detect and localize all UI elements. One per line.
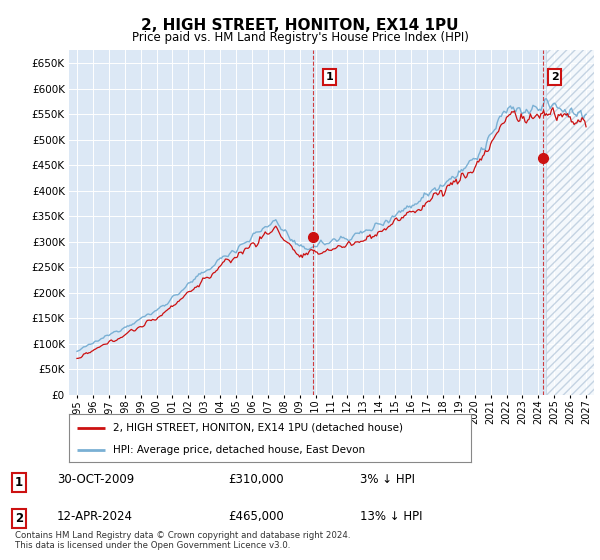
Text: 13% ↓ HPI: 13% ↓ HPI [360,510,422,522]
Text: 3% ↓ HPI: 3% ↓ HPI [360,473,415,486]
Text: 30-OCT-2009: 30-OCT-2009 [57,473,134,486]
Text: 2: 2 [551,72,559,82]
Text: £465,000: £465,000 [228,510,284,522]
Text: 12-APR-2024: 12-APR-2024 [57,510,133,522]
Text: 1: 1 [326,72,334,82]
Text: 2, HIGH STREET, HONITON, EX14 1PU (detached house): 2, HIGH STREET, HONITON, EX14 1PU (detac… [113,423,403,433]
Text: HPI: Average price, detached house, East Devon: HPI: Average price, detached house, East… [113,445,365,455]
Text: £310,000: £310,000 [228,473,284,486]
Text: 2: 2 [15,512,23,525]
Text: 1: 1 [15,476,23,489]
Text: Price paid vs. HM Land Registry's House Price Index (HPI): Price paid vs. HM Land Registry's House … [131,31,469,44]
Text: 2, HIGH STREET, HONITON, EX14 1PU: 2, HIGH STREET, HONITON, EX14 1PU [141,18,459,33]
Text: Contains HM Land Registry data © Crown copyright and database right 2024.
This d: Contains HM Land Registry data © Crown c… [15,530,350,550]
